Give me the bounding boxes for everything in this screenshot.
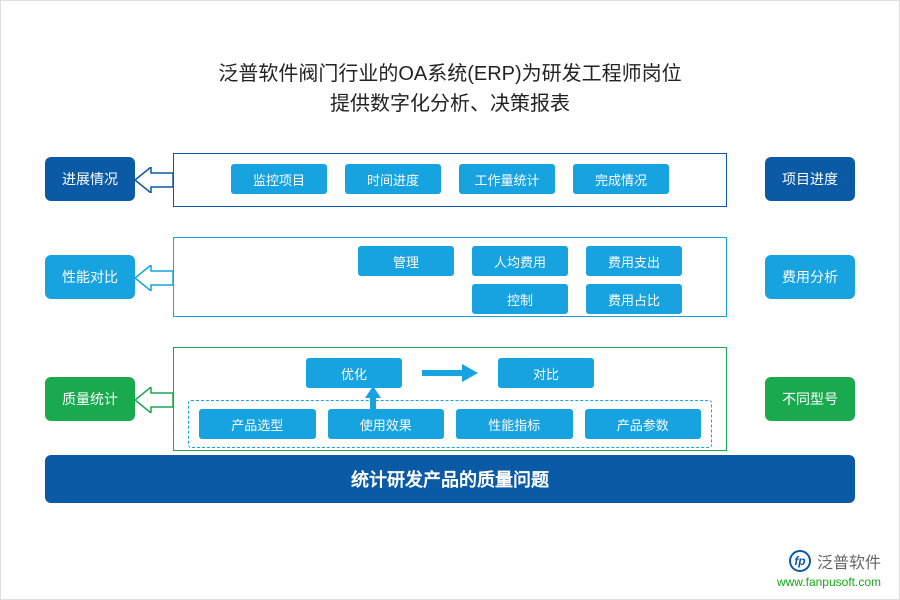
item-box: 费用占比 <box>586 284 682 314</box>
pointer-icon <box>135 167 173 193</box>
panel-progress: 监控项目 时间进度 工作量统计 完成情况 <box>173 153 727 207</box>
item-box: 使用效果 <box>328 409 445 439</box>
item-box: 产品参数 <box>585 409 702 439</box>
row-performance: 性能对比 管理 人均费用 费用支出 控制 费用占比 费用分析 <box>1 237 899 317</box>
item-box: 控制 <box>472 284 568 314</box>
item-box: 产品选型 <box>199 409 316 439</box>
item-box: 工作量统计 <box>459 164 555 194</box>
item-box: 时间进度 <box>345 164 441 194</box>
items-performance-2: 控制 费用占比 <box>188 284 712 314</box>
right-label-quality: 不同型号 <box>765 377 855 421</box>
left-label-progress: 进展情况 <box>45 157 135 201</box>
right-label-progress: 项目进度 <box>765 157 855 201</box>
arrow-right-icon <box>422 366 478 380</box>
left-label-performance: 性能对比 <box>45 255 135 299</box>
left-label-quality: 质量统计 <box>45 377 135 421</box>
right-label-performance: 费用分析 <box>765 255 855 299</box>
diagram-title: 泛普软件阀门行业的OA系统(ERP)为研发工程师岗位 提供数字化分析、决策报表 <box>1 1 899 119</box>
row-progress: 进展情况 监控项目 时间进度 工作量统计 完成情况 项目进度 <box>1 153 899 207</box>
arrow-up-icon <box>366 386 380 412</box>
panel-performance: 管理 人均费用 费用支出 控制 费用占比 <box>173 237 727 317</box>
flow-top: 优化 对比 <box>188 356 712 390</box>
row-quality: 质量统计 优化 对比 产品选型 使用效果 性能指标 产品参数 不同型号 <box>1 347 899 451</box>
item-box: 管理 <box>358 246 454 276</box>
item-box: 人均费用 <box>472 246 568 276</box>
watermark: fp 泛普软件 www.fanpusoft.com <box>777 549 881 589</box>
dashed-group: 产品选型 使用效果 性能指标 产品参数 <box>188 400 712 448</box>
item-box: 性能指标 <box>456 409 573 439</box>
item-box: 完成情况 <box>573 164 669 194</box>
flow-node-b: 对比 <box>498 358 594 388</box>
watermark-logo-icon: fp <box>789 550 811 572</box>
item-box: 费用支出 <box>586 246 682 276</box>
title-line-1: 泛普软件阀门行业的OA系统(ERP)为研发工程师岗位 <box>218 63 681 85</box>
items-performance-1: 管理 人均费用 费用支出 <box>188 246 712 276</box>
watermark-name: 泛普软件 <box>817 549 881 573</box>
items-progress: 监控项目 时间进度 工作量统计 完成情况 <box>188 164 712 194</box>
pointer-icon <box>135 387 173 413</box>
item-box: 监控项目 <box>231 164 327 194</box>
title-line-2: 提供数字化分析、决策报表 <box>330 93 570 115</box>
bottom-summary-bar: 统计研发产品的质量问题 <box>45 455 855 503</box>
flow-node-a: 优化 <box>306 358 402 388</box>
panel-quality: 优化 对比 产品选型 使用效果 性能指标 产品参数 <box>173 347 727 451</box>
watermark-url: www.fanpusoft.com <box>777 575 881 589</box>
pointer-icon <box>135 265 173 291</box>
diagram-body: 进展情况 监控项目 时间进度 工作量统计 完成情况 项目进度 性能对比 管理 人… <box>1 153 899 473</box>
